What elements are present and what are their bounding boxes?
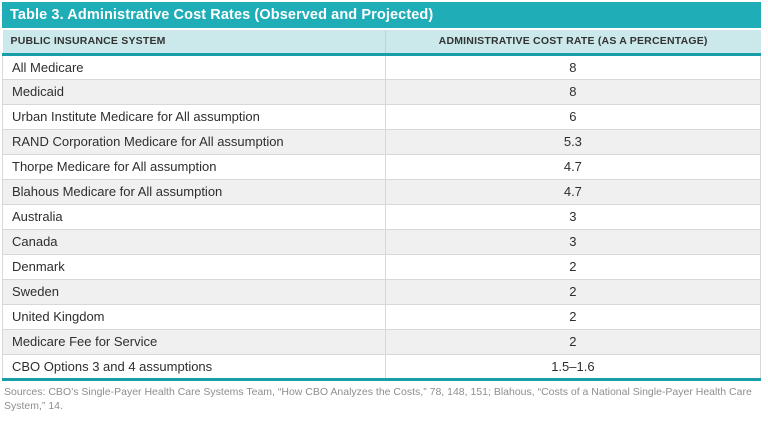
system-cell: Australia [2, 203, 386, 229]
rate-cell: 5.3 [384, 128, 762, 154]
rate-cell: 3 [384, 228, 762, 254]
rate-cell: 4.7 [384, 153, 762, 179]
system-cell: Blahous Medicare for All assumption [2, 178, 386, 204]
rate-cell: 4.7 [384, 178, 762, 204]
table-row: Blahous Medicare for All assumption 4.7 [2, 178, 762, 204]
rate-cell: 2 [384, 253, 762, 279]
system-cell: Urban Institute Medicare for All assumpt… [2, 103, 386, 129]
system-cell: Medicaid [2, 78, 386, 104]
column-header-rate: ADMINISTRATIVE COST RATE (AS A PERCENTAG… [384, 30, 761, 56]
system-cell: CBO Options 3 and 4 assumptions [2, 353, 386, 379]
rate-cell: 3 [384, 203, 762, 229]
table-body: All Medicare 8 Medicaid 8 Urban Institut… [2, 54, 762, 379]
table-row: Australia 3 [2, 203, 762, 229]
table-row: Medicare Fee for Service 2 [2, 328, 762, 354]
rate-cell: 2 [384, 303, 762, 329]
table-title: Table 3. Administrative Cost Rates (Obse… [10, 7, 434, 23]
table-row: All Medicare 8 [2, 54, 762, 79]
table-row: RAND Corporation Medicare for All assump… [2, 128, 762, 154]
table-header: PUBLIC INSURANCE SYSTEM ADMINISTRATIVE C… [2, 30, 761, 56]
system-cell: All Medicare [2, 54, 386, 79]
system-cell: Denmark [2, 253, 386, 279]
table-row: Sweden 2 [2, 278, 762, 304]
system-cell: RAND Corporation Medicare for All assump… [2, 128, 386, 154]
system-cell: Sweden [2, 278, 386, 304]
system-cell: Medicare Fee for Service [2, 328, 386, 354]
rate-cell: 1.5–1.6 [384, 353, 762, 379]
rate-cell: 8 [384, 54, 762, 79]
table-row: United Kingdom 2 [2, 303, 762, 329]
table-row: Medicaid 8 [2, 78, 762, 104]
table-row: Urban Institute Medicare for All assumpt… [2, 103, 762, 129]
rate-cell: 8 [384, 78, 762, 104]
table-row: CBO Options 3 and 4 assumptions 1.5–1.6 [2, 353, 762, 379]
table-row: Thorpe Medicare for All assumption 4.7 [2, 153, 762, 179]
column-header-system: PUBLIC INSURANCE SYSTEM [2, 30, 386, 56]
rate-cell: 2 [384, 328, 762, 354]
rate-cell: 2 [384, 278, 762, 304]
system-cell: Canada [2, 228, 386, 254]
admin-cost-table: PUBLIC INSURANCE SYSTEM ADMINISTRATIVE C… [2, 30, 762, 381]
system-cell: United Kingdom [2, 303, 386, 329]
system-cell: Thorpe Medicare for All assumption [2, 153, 386, 179]
table-row: Canada 3 [2, 228, 762, 254]
sources-note: Sources: CBO’s Single-Payer Health Care … [4, 385, 752, 412]
rate-cell: 6 [384, 103, 762, 129]
table-row: Denmark 2 [2, 253, 762, 279]
table-title-bar: Table 3. Administrative Cost Rates (Obse… [2, 2, 761, 28]
